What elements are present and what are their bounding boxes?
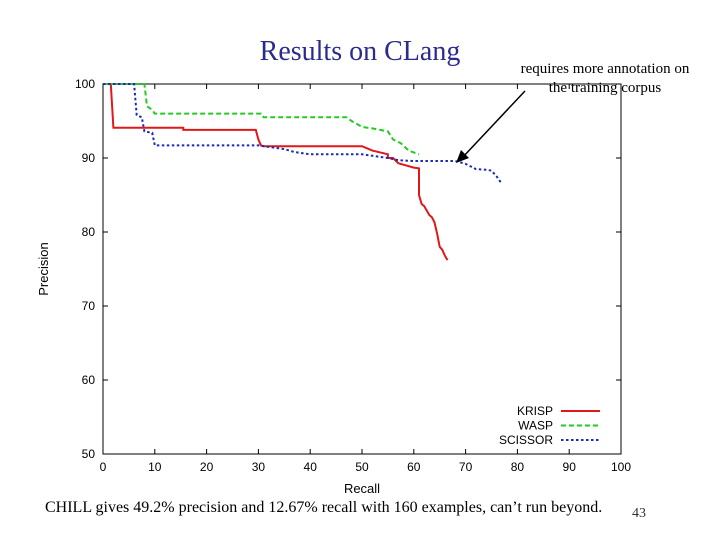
page-number: 43 (632, 506, 646, 521)
x-tick-label: 80 (511, 460, 525, 474)
legend-label-wasp: WASP (518, 419, 553, 433)
x-tick-label: 20 (200, 460, 214, 474)
series-line-scissor (103, 83, 503, 185)
series-line-wasp (103, 83, 420, 156)
series-layer (103, 83, 503, 261)
x-tick-label: 90 (563, 460, 577, 474)
tick-labels: 0 10 20 30 40 50 60 70 80 90 100 50 60 70 80 90 100 (75, 77, 631, 474)
x-tick-label: 30 (252, 460, 266, 474)
slide-caption: CHILL gives 49.2% precision and 12.67% r… (45, 499, 603, 516)
y-tick-label: 80 (82, 225, 96, 239)
plot-frame (102, 83, 622, 455)
y-tick-label: 60 (82, 373, 96, 387)
y-tick-label: 90 (82, 151, 96, 165)
legend-label-scissor: SCISSOR (499, 433, 553, 447)
x-tick-label: 60 (407, 460, 421, 474)
x-tick-label: 70 (459, 460, 473, 474)
x-tick-label: 0 (100, 460, 107, 474)
annotation-arrow (456, 90, 526, 163)
y-axis-label: Precision (36, 242, 51, 295)
x-tick-label: 40 (304, 460, 318, 474)
y-tick-label: 50 (82, 447, 96, 461)
series-line-krisp (103, 83, 449, 261)
y-tick-label: 100 (75, 77, 95, 91)
axis-ticks (102, 83, 622, 455)
x-tick-label: 50 (355, 460, 369, 474)
slide-title: Results on CLang (259, 36, 461, 67)
y-tick-label: 70 (82, 299, 96, 313)
x-tick-label: 100 (611, 460, 631, 474)
annotation-line-1: requires more annotation on (520, 61, 690, 77)
x-axis-label: Recall (344, 481, 380, 496)
legend-label-krisp: KRISP (517, 404, 553, 418)
x-tick-label: 10 (148, 460, 162, 474)
